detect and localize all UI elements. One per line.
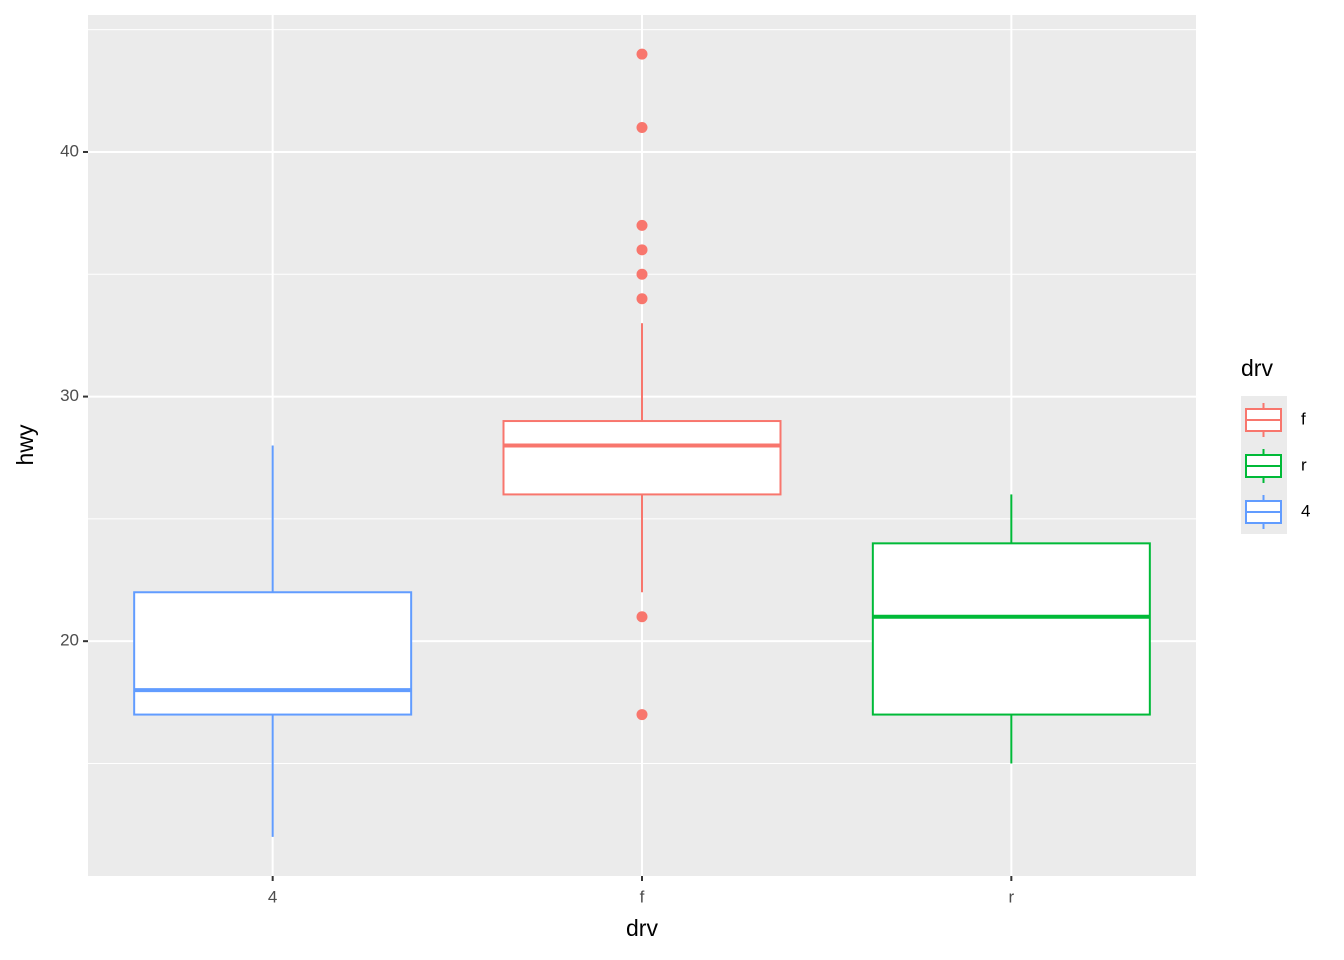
y-tick-label: 20 [60,631,79,650]
box [502,420,782,496]
outlier [636,293,648,305]
outlier [636,611,648,623]
y-axis-title: hwy [12,424,38,465]
box [133,591,413,716]
x-tick-label: r [1008,887,1014,906]
outlier [636,709,648,721]
legend-label: f [1301,409,1306,428]
y-tick-label: 40 [60,141,79,160]
outlier [636,268,648,280]
box [871,542,1151,716]
legend-label: r [1301,455,1307,474]
x-tick-label: 4 [268,887,277,906]
outlier [636,48,648,60]
legend-label: 4 [1301,501,1310,520]
outlier [636,244,648,256]
outlier [636,122,648,134]
x-axis-title: drv [626,915,658,941]
legend-title: drv [1241,355,1273,381]
outlier [636,219,648,231]
x-tick-label: f [640,887,645,906]
y-tick-label: 30 [60,386,79,405]
